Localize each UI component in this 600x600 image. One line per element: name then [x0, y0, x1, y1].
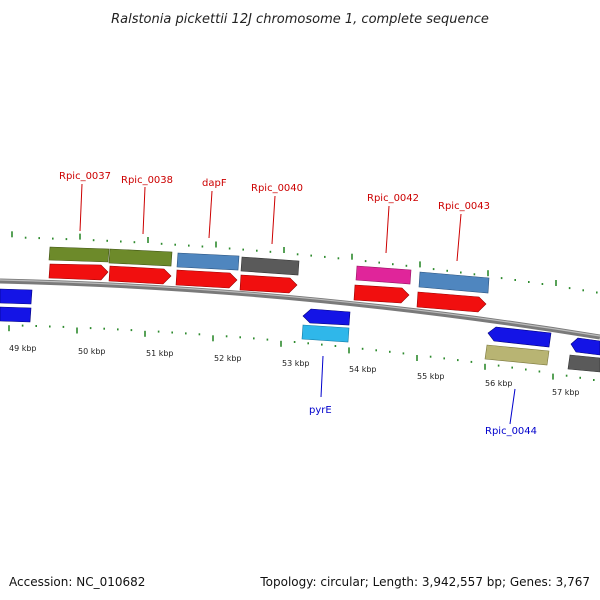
gene-labels: Rpic_0037 Rpic_0038 dapF Rpic_0040 Rpic_… [59, 171, 537, 437]
gene-dapf-red[interactable] [175, 269, 238, 289]
bottom-tick-track [8, 324, 595, 381]
leader-rpic-0042 [385, 205, 390, 254]
backbone [0, 278, 600, 340]
gene-rpic-0037-red[interactable] [48, 263, 109, 281]
gene-dapf-steel[interactable] [176, 252, 240, 271]
gene-label-rpic-0044[interactable]: Rpic_0044 [485, 426, 537, 437]
gene-label-rpic-0040[interactable]: Rpic_0040 [251, 183, 303, 194]
top-tick-track [11, 231, 598, 294]
kbp-labels: 49 kbp 50 kbp 51 kbp 52 kbp 53 kbp 54 kb… [9, 344, 580, 397]
gene-rpic-0044-khaki[interactable] [484, 344, 550, 366]
gene-label-pyre[interactable]: pyrE [309, 405, 332, 416]
gene-label-rpic-0043[interactable]: Rpic_0043 [438, 201, 490, 212]
map-title: Ralstonia pickettii 12J chromosome 1, co… [111, 12, 489, 27]
leader-rpic-0040 [271, 195, 276, 245]
gene-rpic-0043-red[interactable] [416, 291, 487, 313]
accession-text: Accession: NC_010682 [9, 575, 145, 589]
gene-label-rpic-0037[interactable]: Rpic_0037 [59, 171, 111, 182]
kbp-label: 52 kbp [214, 354, 242, 363]
gene-right-blue-arrow[interactable] [570, 337, 600, 356]
topology-text: Topology: circular; Length: 3,942,557 bp… [259, 575, 590, 589]
leader-rpic-0037 [79, 183, 83, 232]
gene-features [0, 246, 600, 373]
gene-rpic-0042-red[interactable] [353, 284, 410, 304]
gene-left-blue-1[interactable] [0, 288, 33, 305]
gene-label-rpic-0042[interactable]: Rpic_0042 [367, 193, 419, 204]
kbp-label: 56 kbp [485, 379, 513, 388]
leader-pyre [320, 355, 324, 398]
gene-right-gray[interactable] [567, 354, 600, 373]
leader-dapf [208, 190, 213, 239]
gene-pyre-cyan[interactable] [301, 324, 350, 343]
gene-rpic-0040-red[interactable] [239, 274, 298, 294]
gene-pyre-blue-arrow[interactable] [302, 308, 351, 326]
gene-rpic-0043-steel[interactable] [418, 271, 490, 294]
kbp-label: 57 kbp [552, 388, 580, 397]
gene-label-dapf[interactable]: dapF [202, 178, 227, 189]
kbp-label: 49 kbp [9, 344, 37, 353]
gene-rpic-0042-magenta[interactable] [355, 265, 412, 285]
leader-rpic-0038 [142, 186, 146, 235]
gene-rpic-0040-gray[interactable] [240, 256, 300, 276]
kbp-label: 54 kbp [349, 365, 377, 374]
kbp-label: 53 kbp [282, 359, 310, 368]
gene-left-blue-2[interactable] [0, 306, 32, 323]
leader-rpic-0044 [509, 388, 516, 425]
gene-label-rpic-0038[interactable]: Rpic_0038 [121, 175, 173, 186]
kbp-label: 50 kbp [78, 347, 106, 356]
kbp-label: 51 kbp [146, 349, 174, 358]
gene-rpic-0044-blue-arrow[interactable] [487, 326, 552, 348]
label-leaders [79, 183, 516, 425]
gene-rpic-0038-olive[interactable] [108, 248, 173, 267]
leader-rpic-0043 [456, 213, 462, 262]
gene-rpic-0037-olive[interactable] [48, 246, 110, 263]
kbp-label: 55 kbp [417, 372, 445, 381]
gene-rpic-0038-red[interactable] [108, 265, 172, 285]
